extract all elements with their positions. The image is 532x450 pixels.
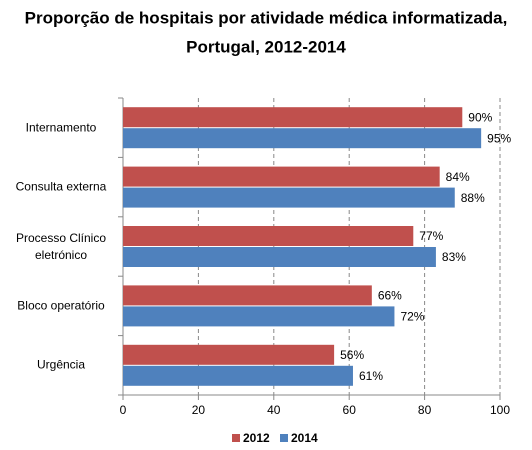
y-tick-label: Processo Clínico eletrónico bbox=[15, 230, 107, 262]
value-label: 95% bbox=[487, 131, 511, 145]
legend-label: 2014 bbox=[291, 431, 318, 445]
x-tick-label: 40 bbox=[267, 403, 281, 417]
bar bbox=[123, 306, 395, 327]
chart-title: Proporção de hospitais por atividade méd… bbox=[25, 8, 508, 27]
bar bbox=[123, 247, 436, 267]
value-label: 61% bbox=[359, 369, 383, 383]
x-tick-label: 20 bbox=[192, 403, 206, 417]
value-label: 72% bbox=[400, 310, 424, 324]
legend-label: 2012 bbox=[243, 431, 270, 445]
value-label: 66% bbox=[378, 289, 402, 303]
value-label: 83% bbox=[442, 250, 466, 264]
bar bbox=[123, 187, 455, 208]
bar bbox=[123, 365, 353, 386]
bar bbox=[123, 166, 440, 187]
y-tick-label: Consulta externa bbox=[15, 179, 107, 194]
x-tick-label: 0 bbox=[120, 403, 127, 417]
value-label: 90% bbox=[468, 110, 492, 124]
value-label: 56% bbox=[340, 348, 364, 362]
value-label: 84% bbox=[446, 170, 470, 184]
bar bbox=[123, 107, 463, 128]
chart-subtitle: Portugal, 2012-2014 bbox=[186, 37, 346, 56]
y-tick-label: Urgência bbox=[36, 357, 86, 372]
bar bbox=[123, 226, 414, 246]
y-tick-label: Bloco operatório bbox=[17, 298, 105, 313]
value-label: 77% bbox=[419, 229, 443, 243]
value-label: 88% bbox=[461, 191, 485, 205]
legend-swatch bbox=[232, 434, 240, 442]
bar bbox=[123, 285, 372, 306]
x-tick-label: 100 bbox=[490, 403, 510, 417]
x-tick-label: 60 bbox=[343, 403, 357, 417]
legend-swatch bbox=[280, 434, 288, 442]
x-tick-label: 80 bbox=[418, 403, 432, 417]
bar bbox=[123, 128, 482, 149]
y-tick-label: Internamento bbox=[25, 120, 97, 135]
bar bbox=[123, 344, 335, 365]
